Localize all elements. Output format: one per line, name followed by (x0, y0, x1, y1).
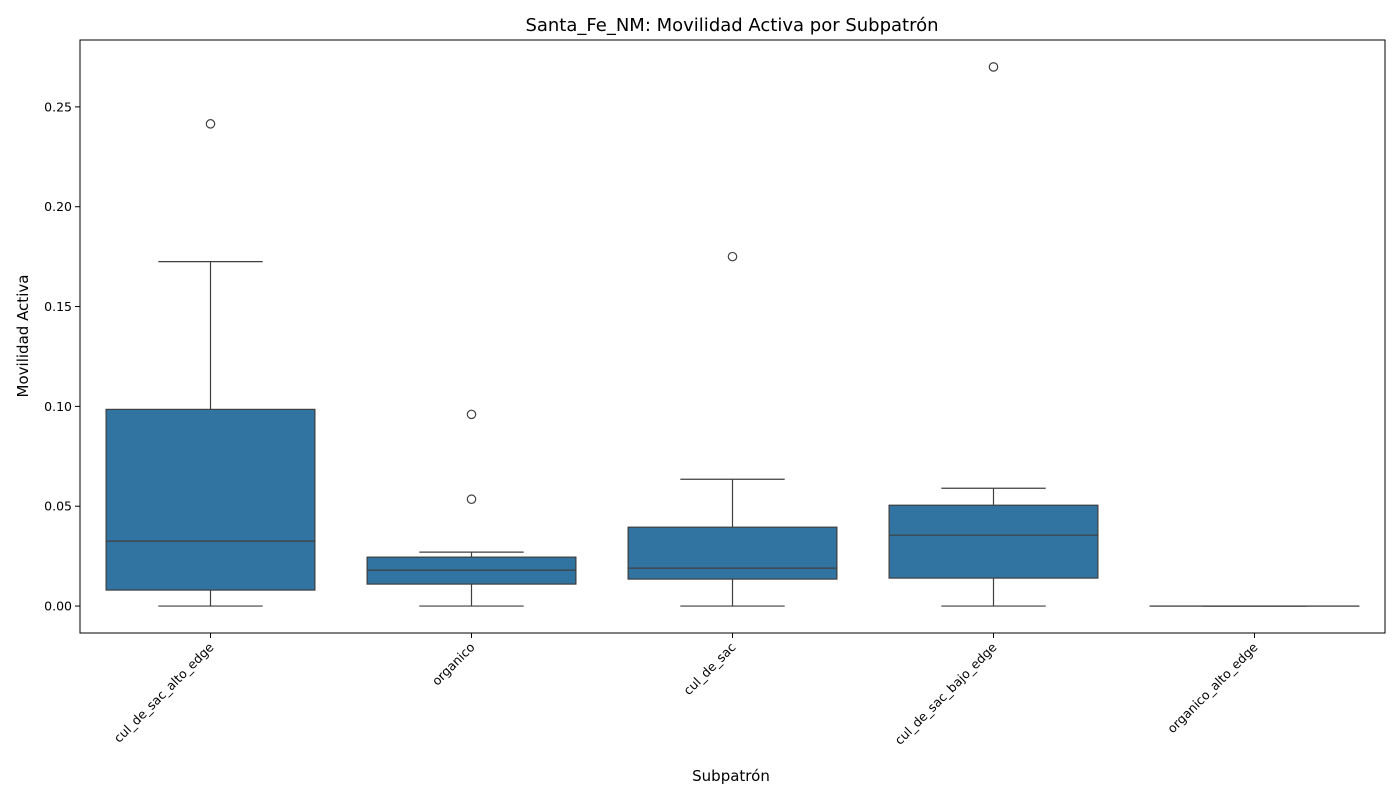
box-group-cul_de_sac (627, 251, 838, 607)
x-axis-label: Subpatrón (692, 767, 770, 785)
box-group-cul_de_sac_alto_edge (105, 119, 316, 607)
y-tick-label: 0.10 (44, 399, 72, 414)
x-tick-label: organico_alto_edge (1164, 639, 1261, 736)
y-axis: 0.00 0.05 0.10 0.15 0.20 0.25 (44, 99, 80, 614)
plot-area (105, 62, 1360, 607)
chart-title: Santa_Fe_NM: Movilidad Activa por Subpat… (525, 15, 938, 36)
y-axis-label: Movilidad Activa (14, 275, 32, 398)
y-tick-label: 0.05 (44, 499, 72, 514)
box (105, 408, 316, 591)
outlier-point (988, 62, 999, 72)
x-tick-label: cul_de_sac (680, 639, 738, 697)
y-tick-label: 0.15 (44, 299, 72, 314)
box-group-organico (366, 409, 577, 607)
box-group-cul_de_sac_bajo_edge (888, 62, 1099, 607)
x-tick-label: organico (429, 640, 478, 689)
outlier-point (466, 409, 477, 420)
outlier-point (205, 119, 216, 129)
y-tick-label: 0.20 (44, 199, 72, 214)
outlier-point (466, 494, 477, 505)
outlier-point (727, 251, 738, 262)
box (888, 504, 1099, 579)
x-axis: cul_de_sac_alto_edge organico cul_de_sac cu… (111, 633, 1261, 748)
box (627, 526, 838, 580)
x-tick-label: cul_de_sac_bajo_edge (892, 639, 1000, 747)
y-tick-label: 0.25 (44, 99, 72, 114)
x-tick-label: cul_de_sac_alto_edge (111, 639, 217, 745)
y-tick-label: 0.00 (44, 599, 72, 614)
